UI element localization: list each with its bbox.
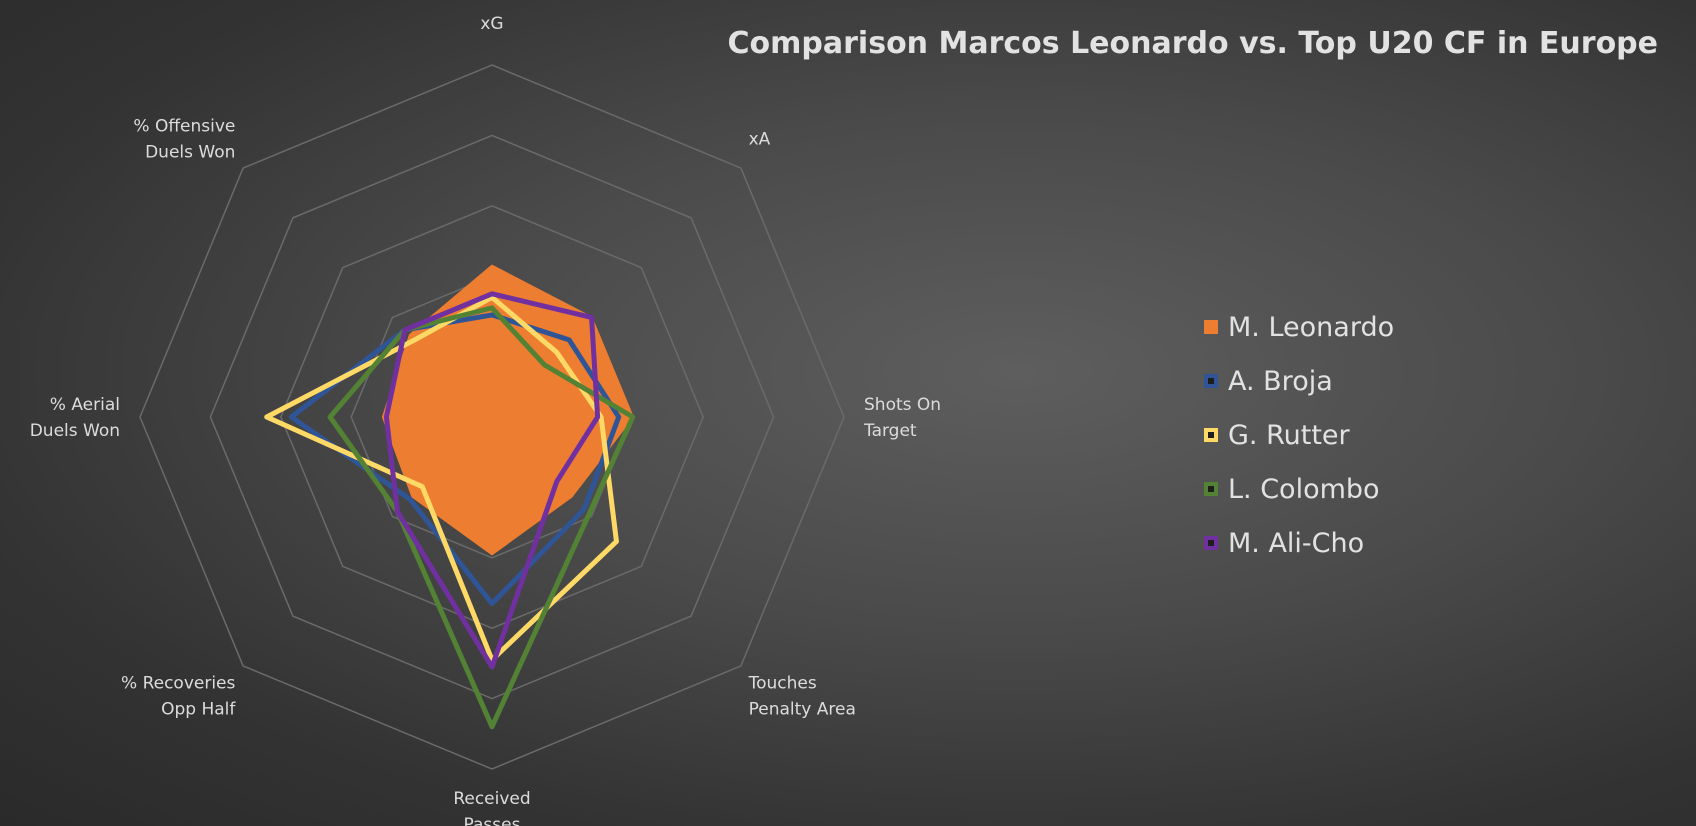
- legend-label-m-ali-cho: M. Ali-Cho: [1228, 527, 1365, 559]
- series-a-broja: [288, 312, 622, 607]
- axis-label-1-line-0: xA: [749, 129, 771, 149]
- axis-label-7-line-1: Duels Won: [145, 142, 235, 162]
- legend: M. Leonardo A. Broja G. Rutter L. Colombo M.…: [1204, 300, 1394, 570]
- axis-label-4-line-1: Passes: [464, 815, 521, 826]
- radar-series: [264, 264, 636, 730]
- legend-label-a-broja: A. Broja: [1228, 365, 1333, 397]
- chart-title: Comparison Marcos Leonardo vs. Top U20 C…: [727, 26, 1658, 61]
- axis-label-5-line-0: % Recoveries: [121, 674, 236, 694]
- axis-labels: xG xA Shots On Target Touches Penalty Area Rec…: [30, 14, 941, 826]
- legend-item-m-leonardo: M. Leonardo: [1204, 300, 1394, 354]
- series-m-ali-cho: [383, 291, 601, 670]
- axis-label-6-line-1: Duels Won: [30, 421, 120, 441]
- series-l-colombo: [327, 305, 636, 730]
- grid-ring-4: [209, 134, 775, 700]
- grid-ring-5: [139, 64, 845, 770]
- legend-item-g-rutter: G. Rutter: [1204, 408, 1394, 462]
- legend-swatch-m-ali-cho: [1204, 536, 1218, 550]
- legend-item-l-colombo: L. Colombo: [1204, 462, 1394, 516]
- axis-label-3-line-0: Touches: [748, 674, 817, 694]
- legend-label-g-rutter: G. Rutter: [1228, 419, 1350, 451]
- legend-swatch-m-leonardo: [1204, 320, 1218, 334]
- axis-label-4-line-0: Received: [453, 789, 530, 809]
- legend-item-a-broja: A. Broja: [1204, 354, 1394, 408]
- axis-label-2-line-0: Shots On: [864, 395, 941, 415]
- legend-label-m-leonardo: M. Leonardo: [1228, 311, 1395, 343]
- legend-label-l-colombo: L. Colombo: [1228, 473, 1380, 505]
- axis-label-5-line-1: Opp Half: [161, 700, 236, 720]
- axis-label-7-line-0: % Offensive: [133, 116, 235, 136]
- grid-ring-3: [279, 204, 705, 630]
- legend-item-m-ali-cho: M. Ali-Cho: [1204, 516, 1394, 570]
- axis-label-6-line-0: % Aerial: [50, 395, 120, 415]
- axis-label-0-line-0: xG: [480, 14, 503, 34]
- axis-label-3-line-1: Penalty Area: [749, 700, 856, 720]
- legend-swatch-a-broja: [1204, 374, 1218, 388]
- legend-swatch-l-colombo: [1204, 482, 1218, 496]
- legend-swatch-g-rutter: [1204, 428, 1218, 442]
- axis-label-2-line-1: Target: [863, 421, 917, 441]
